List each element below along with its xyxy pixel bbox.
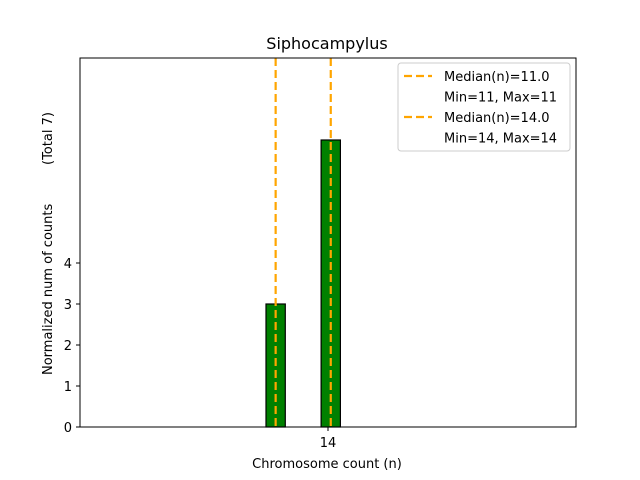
legend-box xyxy=(397,62,571,152)
axes: 0 1 2 3 4 14 xyxy=(64,57,577,451)
legend: Median(n)=11.0 Min=11, Max=11 Median(n)=14… xyxy=(397,62,571,152)
x-tick-label-14: 14 xyxy=(320,436,337,451)
x-axis-label: Chromosome count (n) xyxy=(252,457,402,472)
y-tick-label-0: 0 xyxy=(64,421,72,436)
legend-entry-4: Min=14, Max=14 xyxy=(444,132,557,147)
y-tick-label-4: 4 xyxy=(64,257,72,272)
y-tick-label-1: 1 xyxy=(64,380,72,395)
y-tick-label-3: 3 xyxy=(64,298,72,313)
legend-entry-3: Median(n)=14.0 xyxy=(444,111,550,126)
plot-area xyxy=(265,58,342,428)
legend-entry-1: Median(n)=11.0 xyxy=(444,70,550,85)
y-tick-label-2: 2 xyxy=(64,339,72,354)
legend-entry-2: Min=11, Max=11 xyxy=(444,91,557,106)
y-axis-total-label: (Total 7) xyxy=(41,112,56,165)
chart-title: Siphocampylus xyxy=(266,34,387,53)
y-axis-label: Normalized num of counts xyxy=(41,204,56,375)
